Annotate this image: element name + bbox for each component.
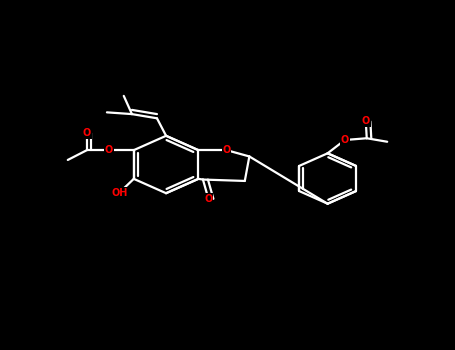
Text: O: O — [83, 128, 91, 138]
Text: O: O — [204, 194, 212, 204]
Text: O: O — [105, 145, 113, 155]
Text: O: O — [362, 117, 370, 126]
Text: O: O — [222, 145, 231, 155]
Text: O: O — [341, 135, 349, 145]
Text: OH: OH — [111, 188, 127, 198]
